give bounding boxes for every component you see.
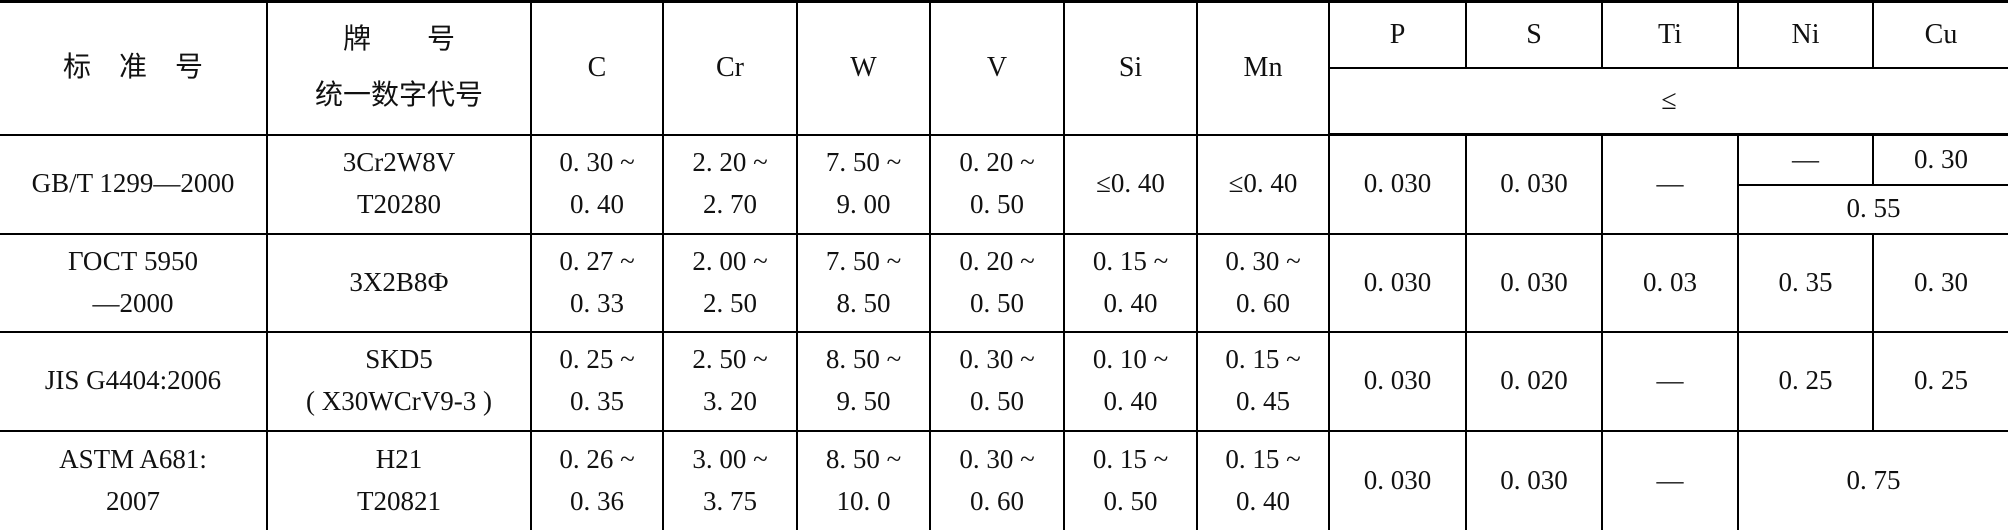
cell-ti: — (1601, 429, 1739, 530)
header-col-p: P (1328, 0, 1467, 69)
cell-brand: H21 T20821 (266, 429, 532, 530)
cell-mn: 0. 30 ~ 0. 60 (1196, 232, 1330, 333)
cell-cu: 0. 30 (1872, 133, 2008, 186)
cell-ni: 0. 25 (1737, 330, 1874, 432)
cell-mn: ≤0. 40 (1196, 133, 1330, 235)
cell-cu: 0. 30 (1872, 232, 2008, 333)
cell-c: 0. 27 ~ 0. 33 (530, 232, 664, 333)
cell-c: 0. 26 ~ 0. 36 (530, 429, 664, 530)
cell-s: 0. 030 (1465, 429, 1603, 530)
cell-w: 8. 50 ~ 10. 0 (796, 429, 931, 530)
cell-v: 0. 20 ~ 0. 50 (929, 232, 1065, 333)
cell-cr: 2. 20 ~ 2. 70 (662, 133, 798, 235)
cell-cr: 2. 50 ~ 3. 20 (662, 330, 798, 432)
cell-s: 0. 030 (1465, 232, 1603, 333)
row-jis-g4404: JIS G4404:2006 SKD5 ( X30WCrV9-3 ) 0. 25… (0, 330, 2008, 432)
cell-si: 0. 10 ~ 0. 40 (1063, 330, 1198, 432)
header-col-mn: Mn (1196, 0, 1330, 136)
cell-ti: — (1601, 133, 1739, 235)
header-col-cr: Cr (662, 0, 798, 136)
cell-ni: 0. 35 (1737, 232, 1874, 333)
header-col-standard: 标 准 号 (0, 0, 268, 136)
cell-si: ≤0. 40 (1063, 133, 1198, 235)
row-gbt-1299-sub: 0. 55 (0, 183, 2008, 235)
row-gost-5950: ГОСТ 5950 —2000 3X2B8Ф 0. 27 ~ 0. 33 2. … (0, 232, 2008, 333)
header-col-si: Si (1063, 0, 1198, 136)
cell-si: 0. 15 ~ 0. 40 (1063, 232, 1198, 333)
cell-standard: ГОСТ 5950 —2000 (0, 232, 268, 333)
cell-s: 0. 020 (1465, 330, 1603, 432)
row-gbt-1299: GB/T 1299—2000 3Cr2W8V T20280 0. 30 ~ 0.… (0, 133, 2008, 235)
cell-standard: JIS G4404:2006 (0, 330, 268, 432)
cell-ni-cu-merged: 0. 55 (1738, 183, 2008, 235)
cell-ni-cu-merged: 0. 75 (1737, 429, 2008, 530)
cell-brand: 3Cr2W8V T20280 (266, 133, 532, 235)
cell-standard: GB/T 1299—2000 (0, 133, 268, 235)
cell-p: 0. 030 (1328, 429, 1467, 530)
cell-mn: 0. 15 ~ 0. 45 (1196, 330, 1330, 432)
cell-v: 0. 30 ~ 0. 50 (929, 330, 1065, 432)
cell-c: 0. 25 ~ 0. 35 (530, 330, 664, 432)
cell-p: 0. 030 (1328, 232, 1467, 333)
header-col-s: S (1465, 0, 1603, 69)
header-row-1: 标 准 号 牌 号 统一数字代号 C Cr W V Si Mn P S Ti N… (0, 0, 2008, 136)
row-astm-a681: ASTM A681: 2007 H21 T20821 0. 26 ~ 0. 36… (0, 429, 2008, 530)
cell-w: 7. 50 ~ 9. 00 (796, 133, 931, 235)
cell-brand: 3X2B8Ф (266, 232, 532, 333)
header-col-ni: Ni (1737, 0, 1874, 69)
header-row-2: ≤ (0, 66, 2008, 136)
header-limit-symbol: ≤ (1329, 66, 2008, 136)
header-col-brand: 牌 号 统一数字代号 (266, 0, 532, 136)
cell-c: 0. 30 ~ 0. 40 (530, 133, 664, 235)
header-col-v: V (929, 0, 1065, 136)
cell-cr: 3. 00 ~ 3. 75 (662, 429, 798, 530)
header-col-ti: Ti (1601, 0, 1739, 69)
cell-p: 0. 030 (1328, 133, 1467, 235)
cell-cu: 0. 25 (1872, 330, 2008, 432)
cell-s: 0. 030 (1465, 133, 1603, 235)
cell-w: 8. 50 ~ 9. 50 (796, 330, 931, 432)
cell-w: 7. 50 ~ 8. 50 (796, 232, 931, 333)
cell-v: 0. 20 ~ 0. 50 (929, 133, 1065, 235)
cell-standard: ASTM A681: 2007 (0, 429, 268, 530)
cell-ti: — (1601, 330, 1739, 432)
header-col-c: C (530, 0, 664, 136)
header-col-w: W (796, 0, 931, 136)
cell-cr: 2. 00 ~ 2. 50 (662, 232, 798, 333)
cell-ti: 0. 03 (1601, 232, 1739, 333)
cell-v: 0. 30 ~ 0. 60 (929, 429, 1065, 530)
cell-ni: — (1737, 133, 1874, 186)
cell-brand: SKD5 ( X30WCrV9-3 ) (266, 330, 532, 432)
cell-p: 0. 030 (1328, 330, 1467, 432)
cell-si: 0. 15 ~ 0. 50 (1063, 429, 1198, 530)
cell-mn: 0. 15 ~ 0. 40 (1196, 429, 1330, 530)
header-col-cu: Cu (1872, 0, 2008, 69)
